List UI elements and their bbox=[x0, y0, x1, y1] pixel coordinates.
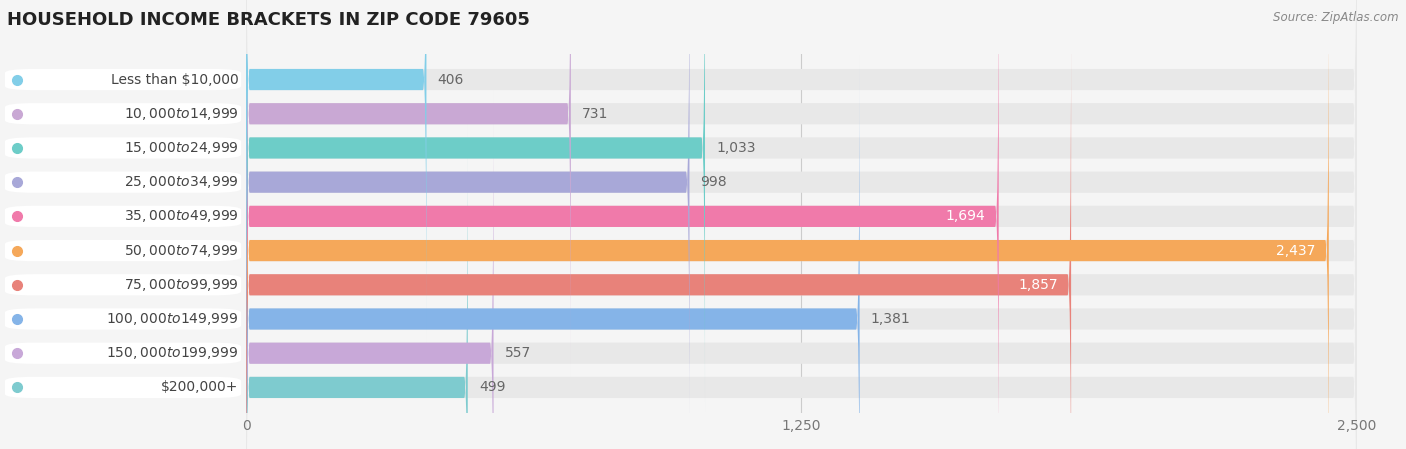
Text: 2,437: 2,437 bbox=[1277, 244, 1316, 258]
FancyBboxPatch shape bbox=[4, 377, 242, 398]
Text: Less than $10,000: Less than $10,000 bbox=[111, 73, 239, 87]
FancyBboxPatch shape bbox=[4, 172, 242, 193]
Text: 1,694: 1,694 bbox=[946, 209, 986, 223]
FancyBboxPatch shape bbox=[246, 0, 689, 445]
FancyBboxPatch shape bbox=[246, 124, 1357, 449]
FancyBboxPatch shape bbox=[246, 0, 1357, 411]
FancyBboxPatch shape bbox=[246, 0, 1357, 449]
FancyBboxPatch shape bbox=[246, 0, 1357, 377]
FancyBboxPatch shape bbox=[4, 308, 242, 330]
Text: $150,000 to $199,999: $150,000 to $199,999 bbox=[107, 345, 239, 361]
FancyBboxPatch shape bbox=[246, 22, 1071, 449]
FancyBboxPatch shape bbox=[246, 0, 571, 377]
Text: $50,000 to $74,999: $50,000 to $74,999 bbox=[124, 242, 239, 259]
FancyBboxPatch shape bbox=[4, 343, 242, 364]
Text: $25,000 to $34,999: $25,000 to $34,999 bbox=[124, 174, 239, 190]
FancyBboxPatch shape bbox=[246, 0, 704, 411]
FancyBboxPatch shape bbox=[246, 90, 1357, 449]
Text: 557: 557 bbox=[505, 346, 531, 360]
Text: $75,000 to $99,999: $75,000 to $99,999 bbox=[124, 277, 239, 293]
Text: Source: ZipAtlas.com: Source: ZipAtlas.com bbox=[1274, 11, 1399, 24]
Text: 1,381: 1,381 bbox=[870, 312, 911, 326]
FancyBboxPatch shape bbox=[246, 90, 494, 449]
Text: $100,000 to $149,999: $100,000 to $149,999 bbox=[107, 311, 239, 327]
Text: $35,000 to $49,999: $35,000 to $49,999 bbox=[124, 208, 239, 224]
Text: 499: 499 bbox=[479, 380, 505, 394]
FancyBboxPatch shape bbox=[4, 240, 242, 261]
FancyBboxPatch shape bbox=[246, 22, 1357, 449]
FancyBboxPatch shape bbox=[246, 0, 1329, 449]
Text: HOUSEHOLD INCOME BRACKETS IN ZIP CODE 79605: HOUSEHOLD INCOME BRACKETS IN ZIP CODE 79… bbox=[7, 11, 530, 29]
Text: 731: 731 bbox=[582, 107, 609, 121]
Text: 406: 406 bbox=[437, 73, 464, 87]
FancyBboxPatch shape bbox=[246, 0, 1357, 445]
Text: 998: 998 bbox=[700, 175, 727, 189]
Text: $10,000 to $14,999: $10,000 to $14,999 bbox=[124, 106, 239, 122]
FancyBboxPatch shape bbox=[246, 56, 1357, 449]
FancyBboxPatch shape bbox=[246, 0, 998, 449]
Text: $15,000 to $24,999: $15,000 to $24,999 bbox=[124, 140, 239, 156]
Text: $200,000+: $200,000+ bbox=[162, 380, 239, 394]
FancyBboxPatch shape bbox=[246, 0, 1357, 449]
FancyBboxPatch shape bbox=[4, 69, 242, 90]
FancyBboxPatch shape bbox=[246, 124, 468, 449]
FancyBboxPatch shape bbox=[4, 206, 242, 227]
FancyBboxPatch shape bbox=[246, 56, 859, 449]
FancyBboxPatch shape bbox=[246, 0, 1357, 343]
FancyBboxPatch shape bbox=[4, 274, 242, 295]
FancyBboxPatch shape bbox=[246, 0, 426, 343]
Text: 1,033: 1,033 bbox=[716, 141, 755, 155]
FancyBboxPatch shape bbox=[4, 103, 242, 124]
FancyBboxPatch shape bbox=[4, 137, 242, 158]
Text: 1,857: 1,857 bbox=[1018, 278, 1057, 292]
